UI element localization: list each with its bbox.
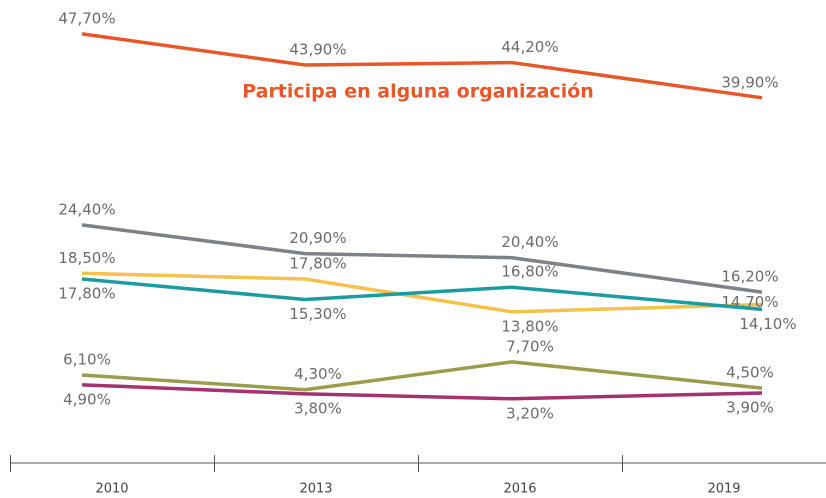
value-label: 4,50% [726,364,774,382]
value-label: 20,90% [289,229,346,247]
value-label: 43,90% [289,41,346,59]
value-label: 7,70% [506,337,554,355]
x-tick-label: 2016 [503,482,536,497]
value-label: 4,90% [63,390,111,408]
x-tick-label: 2019 [707,482,740,497]
value-label: 17,80% [58,285,115,303]
series-line [81,32,763,100]
series-line [81,383,763,401]
value-label: 39,90% [721,73,778,91]
value-label: 14,10% [739,315,796,333]
value-label: 6,10% [63,350,111,368]
series-line [81,223,763,294]
value-label: 16,20% [721,268,778,286]
series-line [81,271,763,314]
x-axis [10,455,826,472]
series-line [81,277,763,312]
x-tick-label: 2010 [95,482,128,497]
value-label: 3,20% [506,404,554,422]
value-label: 44,20% [501,38,558,56]
value-label: 47,70% [58,9,115,27]
value-label: 4,30% [294,365,342,383]
series-line [81,360,763,392]
series-label: Participa en alguna organización [242,81,594,103]
value-label: 13,80% [501,317,558,335]
value-label: 3,80% [294,399,342,417]
value-label: 16,80% [501,263,558,281]
value-label: 3,90% [726,399,774,417]
x-tick-label: 2013 [299,482,332,497]
value-label: 15,30% [289,305,346,323]
value-label: 20,40% [501,233,558,251]
value-label: 17,80% [289,255,346,273]
value-label: 18,50% [58,249,115,267]
value-label: 24,40% [58,200,115,218]
